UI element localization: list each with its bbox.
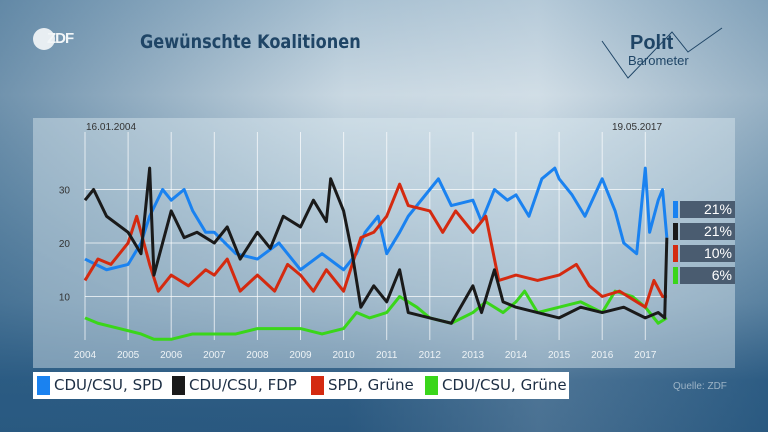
page-title: Gewünschte Koalitionen	[140, 31, 361, 53]
zdf-logo: ZDF	[33, 28, 74, 50]
series-line-1	[83, 166, 669, 325]
start-date: 16.01.2004	[86, 122, 137, 133]
y-tick-label: 30	[59, 186, 71, 197]
legend-label: SPD, Grüne	[328, 376, 414, 394]
source-note: Quelle: ZDF	[673, 381, 727, 392]
x-tick-label: 2008	[246, 350, 269, 361]
series-line-2	[83, 182, 667, 309]
x-tick-label: 2016	[591, 350, 614, 361]
legend-swatch	[311, 376, 324, 395]
x-tick-label: 2006	[160, 350, 183, 361]
legend-swatch	[37, 376, 50, 395]
y-tick-label: 20	[59, 239, 71, 250]
x-tick-label: 2011	[376, 350, 398, 361]
x-tick-label: 2017	[634, 350, 657, 361]
y-tick-label: 10	[59, 293, 71, 304]
end-date: 19.05.2017	[612, 122, 663, 133]
x-tick-label: 2012	[419, 350, 442, 361]
x-tick-label: 2010	[332, 350, 355, 361]
legend-item: CDU/CSU, FDP	[172, 376, 297, 395]
series-color-stub	[673, 267, 678, 284]
final-value-label: 21%	[673, 201, 735, 218]
final-value-label: 10%	[673, 245, 735, 262]
series-line-3	[84, 289, 668, 341]
brand-line1: Polit	[630, 32, 674, 54]
series-color-stub	[673, 201, 678, 218]
legend-item: CDU/CSU, SPD	[37, 376, 163, 395]
x-tick-label: 2015	[548, 350, 571, 361]
series-line-0	[84, 166, 669, 272]
final-value: 21%	[680, 201, 735, 218]
legend-item: SPD, Grüne	[311, 376, 414, 395]
legend-label: CDU/CSU, FDP	[189, 376, 297, 394]
x-tick-label: 2004	[74, 350, 97, 361]
legend-swatch	[425, 376, 438, 395]
final-value-label: 21%	[673, 223, 735, 240]
checkmark-icon	[601, 27, 723, 79]
final-value: 21%	[680, 223, 735, 240]
final-value-label: 6%	[673, 267, 735, 284]
x-tick-label: 2013	[462, 350, 485, 361]
final-value: 6%	[680, 267, 735, 284]
x-tick-label: 2005	[117, 350, 140, 361]
series-color-stub	[673, 223, 678, 240]
legend-swatch	[172, 376, 185, 395]
x-tick-label: 2009	[289, 350, 312, 361]
series-color-stub	[673, 245, 678, 262]
legend-label: CDU/CSU, Grüne	[442, 376, 567, 394]
politbarometer-logo: Polit Barometer	[600, 26, 725, 81]
final-value: 10%	[680, 245, 735, 262]
legend-label: CDU/CSU, SPD	[54, 376, 163, 394]
brand-line2: Barometer	[628, 53, 689, 68]
legend-item: CDU/CSU, Grüne	[425, 376, 567, 395]
legend: CDU/CSU, SPD CDU/CSU, FDP SPD, Grüne CDU/CS…	[33, 372, 569, 399]
x-tick-label: 2007	[203, 350, 226, 361]
x-tick-label: 2014	[505, 350, 528, 361]
